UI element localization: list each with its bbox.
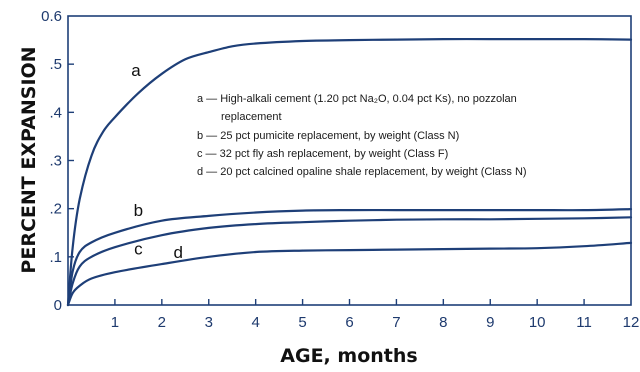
y-tick-label: .3: [49, 153, 62, 170]
x-tick-label: 2: [158, 314, 166, 331]
y-tick-label: .5: [49, 56, 62, 73]
curve-labels-layer: a bc d: [131, 61, 183, 262]
curve-a: [66, 37, 633, 307]
curve-label-b: b: [134, 201, 143, 220]
x-tick-label: 6: [345, 314, 353, 331]
y-tick-label: .4: [49, 104, 62, 121]
legend-entry-d: d — 20 pct calcined opaline shale replac…: [197, 166, 527, 178]
x-tick-label: 11: [576, 314, 592, 331]
x-tick-label: 12: [623, 314, 640, 331]
curve-d: [66, 241, 633, 307]
y-axis-ticks: 0 .1 .2 .3 .4 .5 0.6: [41, 8, 74, 314]
x-tick-label: 9: [486, 314, 494, 331]
legend-entry-b: b — 25 pct pumicite replacement, by weig…: [197, 130, 459, 142]
x-tick-label: 8: [439, 314, 447, 331]
x-axis-title: AGE, months: [280, 345, 417, 367]
y-tick-label: 0: [54, 297, 62, 314]
curve-c: [66, 216, 633, 307]
x-axis-ticks: 1 2 3 4 5 6 7 8 9 10 11 12: [111, 299, 640, 331]
curve-label-d: d: [174, 243, 183, 262]
x-tick-label: 1: [111, 314, 119, 331]
x-tick-label: 5: [298, 314, 306, 331]
legend: a — High-alkali cement (1.20 pct Na₂O, 0…: [197, 93, 527, 178]
curve-label-a: a: [131, 61, 141, 80]
y-tick-label: 0.6: [41, 8, 62, 25]
legend-entry-c: c — 32 pct fly ash replacement, by weigh…: [197, 148, 448, 160]
curve-label-c: c: [134, 239, 143, 258]
x-tick-label: 4: [251, 314, 259, 331]
curve-b: [66, 208, 633, 307]
y-tick-label: .1: [49, 249, 62, 266]
x-tick-label: 7: [392, 314, 400, 331]
y-axis-title: PERCENT EXPANSION: [18, 46, 40, 273]
y-tick-label: .2: [49, 201, 62, 218]
curves-layer: [66, 37, 633, 307]
x-tick-label: 10: [529, 314, 546, 331]
x-tick-label: 3: [205, 314, 213, 331]
legend-entry-a: a — High-alkali cement (1.20 pct Na₂O, 0…: [197, 93, 517, 105]
plot-frame: [67, 15, 632, 306]
legend-entry-a-continued: replacement: [221, 111, 282, 123]
